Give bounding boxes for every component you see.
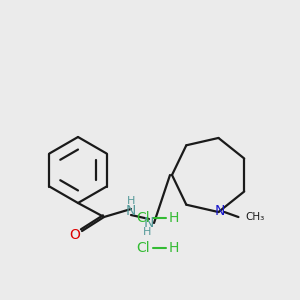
Text: CH₃: CH₃ bbox=[245, 212, 265, 222]
Text: H: H bbox=[169, 241, 179, 255]
Text: N: N bbox=[144, 216, 154, 230]
Text: Cl: Cl bbox=[136, 241, 150, 255]
Text: O: O bbox=[70, 228, 80, 242]
Text: N: N bbox=[214, 204, 225, 218]
Text: H: H bbox=[143, 227, 151, 237]
Text: N: N bbox=[126, 204, 136, 218]
Text: Cl: Cl bbox=[136, 211, 150, 225]
Text: H: H bbox=[169, 211, 179, 225]
Text: H: H bbox=[127, 196, 135, 206]
